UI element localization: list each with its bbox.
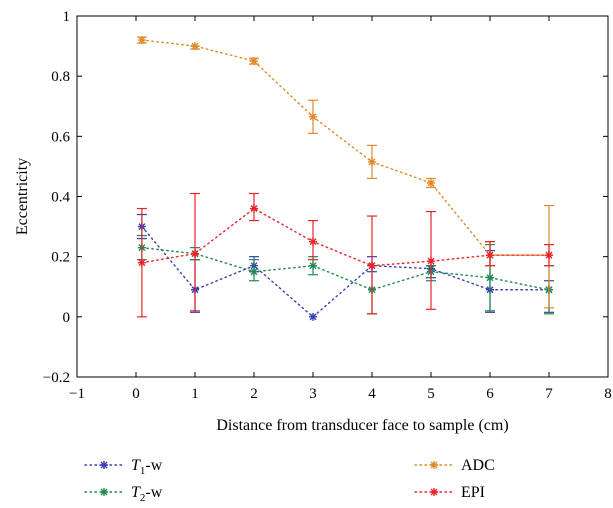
series-line [141,39,550,256]
data-point [427,178,435,187]
y-tick-label: 0 [63,310,71,326]
x-tick-label: 7 [545,386,553,402]
data-point [191,42,199,51]
series-line [141,225,550,318]
x-tick-label: 3 [309,386,317,402]
series-epi [136,192,554,318]
y-tick-label: 0.6 [51,129,70,145]
data-point [309,312,317,321]
data-point [309,261,317,270]
legend-label: T2-w [131,484,163,504]
data-point [486,273,494,282]
data-point [137,36,146,45]
series-line [141,207,550,267]
y-tick-label: 0.4 [51,190,70,206]
x-tick-label: 8 [604,386,612,402]
legend-label: T1-w [131,457,163,477]
series-adc [136,36,554,309]
legend-entry-t2-w: T2-w [84,484,163,504]
y-tick-label: 0.8 [51,69,70,85]
data-point [368,261,376,270]
series-line [141,246,550,291]
axes: −1 0 1 2 3 4 5 6 7 8 −0.2 0 0.2 0.4 0.6 0.8 1 Distance fr… [14,9,612,434]
data-point [250,57,258,66]
y-tick-label: 1 [63,9,71,25]
y-tick-label: −0.2 [43,370,70,386]
data-point [309,237,317,246]
data-point [368,157,376,166]
data-point [486,251,494,260]
data-point [137,258,146,267]
legend-label: ADC [461,457,495,474]
legend-label: EPI [461,484,485,501]
x-tick-label: 4 [368,386,376,402]
data-point [427,257,435,266]
x-tick-label: 6 [486,386,494,402]
x-tick-label: 1 [191,386,199,402]
x-tick-label: 2 [250,386,258,402]
legend-marker [100,461,108,469]
legend-marker [430,488,438,496]
x-axis-label: Distance from transducer face to sample … [216,417,508,434]
data-point [250,267,258,276]
legend-marker [100,488,108,496]
legend-marker [430,461,438,469]
legend-entry-adc: ADC [414,457,495,474]
data-point [191,249,199,258]
y-tick-label: 0.2 [51,250,70,266]
legend-entry-epi: EPI [414,484,485,501]
plot-area [136,36,554,321]
y-axis-label: Eccentricity [14,158,31,235]
x-tick-label: −1 [69,386,85,402]
data-point [309,112,317,121]
data-point [250,204,258,213]
x-tick-label: 0 [132,386,140,402]
data-point [545,251,553,260]
axes-box [76,15,609,378]
legend-entry-t1-w: T1-w [84,457,163,477]
series-t1-w [136,213,554,321]
legend: T1-w T2-w ADC EPI [84,457,495,504]
x-tick-label: 5 [427,386,435,402]
series-t2-w [136,235,554,315]
